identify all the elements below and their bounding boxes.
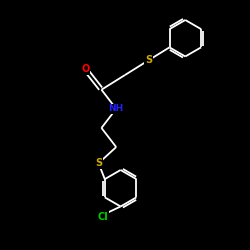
- Text: S: S: [145, 55, 152, 65]
- Text: O: O: [81, 64, 90, 74]
- Text: Cl: Cl: [98, 212, 108, 222]
- Text: S: S: [95, 158, 102, 168]
- Text: NH: NH: [108, 104, 124, 113]
